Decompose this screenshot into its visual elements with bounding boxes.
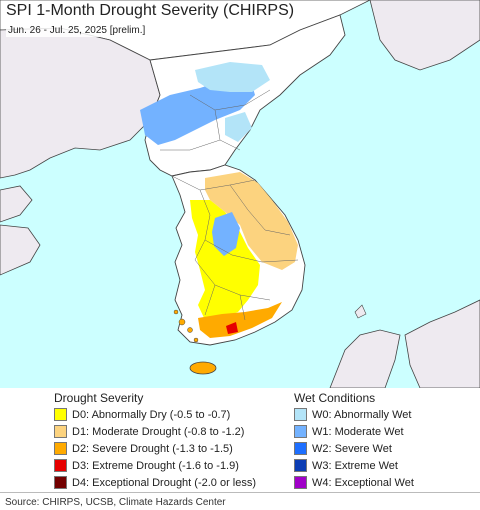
map-title: SPI 1-Month Drought Severity (CHIRPS) [6, 2, 295, 19]
legend-item-w4: W4: Exceptional Wet [294, 474, 414, 491]
jeju-island [189, 361, 217, 375]
legend-swatch-d3 [54, 459, 67, 472]
nk-wet-area-w0 [195, 62, 270, 92]
shandong-land [0, 224, 41, 276]
legend-label-d0: D0: Abnormally Dry (-0.5 to -0.7) [72, 408, 231, 421]
legend-item-d3: D3: Extreme Drought (-1.6 to -1.9) [54, 457, 256, 474]
southwest-islands [173, 309, 199, 343]
legend-swatch-d0 [54, 408, 67, 421]
sk-d0-area [190, 200, 260, 320]
province-borders [160, 89, 299, 321]
legend-swatch-w3 [294, 459, 307, 472]
wet-legend: Wet Conditions W0: Abnormally Wet W1: Mo… [294, 390, 414, 491]
drought-legend-heading: Drought Severity [54, 391, 144, 405]
legend-label-d4: D4: Exceptional Drought (-2.0 or less) [72, 476, 257, 489]
sk-d1-area [205, 172, 298, 270]
title-box: SPI 1-Month Drought Severity (CHIRPS) Ju… [0, 0, 300, 41]
legend-swatch-w2 [294, 442, 307, 455]
legend-item-d4: D4: Exceptional Drought (-2.0 or less) [54, 474, 256, 491]
wet-legend-heading: Wet Conditions [294, 391, 376, 405]
legend-swatch-w1 [294, 425, 307, 438]
sk-d2-south-coast [198, 302, 282, 338]
legend-item-w0: W0: Abnormally Wet [294, 406, 414, 423]
legend-label-w0: W0: Abnormally Wet [312, 408, 412, 421]
legend-item-d1: D1: Moderate Drought (-0.8 to -1.2) [54, 423, 256, 440]
japan-islands [354, 304, 367, 319]
legend-label-d2: D2: Severe Drought (-1.3 to -1.5) [72, 442, 233, 455]
japan-kyushu-land [329, 329, 401, 388]
liaodong-peninsula [0, 27, 161, 179]
legend-item-d0: D0: Abnormally Dry (-0.5 to -0.7) [54, 406, 256, 423]
legend-swatch-d4 [54, 476, 67, 489]
legend-label-w3: W3: Extreme Wet [312, 459, 398, 472]
legend-swatch-d2 [54, 442, 67, 455]
footer: Source: CHIRPS, UCSB, Climate Hazards Ce… [0, 492, 480, 510]
legend-swatch-d1 [54, 425, 67, 438]
legend-item-w3: W3: Extreme Wet [294, 457, 414, 474]
source-credit: Source: CHIRPS, UCSB, Climate Hazards Ce… [5, 497, 226, 508]
drought-map: SPI 1-Month Drought Severity (CHIRPS) Ju… [0, 0, 480, 388]
legend-label-w2: W2: Severe Wet [312, 442, 392, 455]
legend-item-w1: W1: Moderate Wet [294, 423, 414, 440]
legend-label-d3: D3: Extreme Drought (-1.6 to -1.9) [72, 459, 239, 472]
legend-swatch-w0 [294, 408, 307, 421]
nk-wet-area-w0-b [225, 112, 252, 142]
sk-wet-spot [212, 212, 240, 256]
china-west-coast [0, 185, 33, 223]
legend-label-w1: W1: Moderate Wet [312, 425, 404, 438]
legend-item-w2: W2: Severe Wet [294, 440, 414, 457]
legend: Drought Severity D0: Abnormally Dry (-0.… [0, 388, 480, 492]
japan-honshu-land [404, 299, 480, 388]
legend-label-d1: D1: Moderate Drought (-0.8 to -1.2) [72, 425, 245, 438]
nk-wet-area-w1 [140, 78, 255, 145]
map-subtitle: Jun. 26 - Jul. 25, 2025 [prelim.] [6, 25, 148, 37]
sk-d3-spot [226, 322, 238, 334]
legend-swatch-w4 [294, 476, 307, 489]
russia-northeast-land [369, 0, 480, 71]
map-canvas [0, 0, 480, 388]
legend-item-d2: D2: Severe Drought (-1.3 to -1.5) [54, 440, 256, 457]
legend-label-w4: W4: Exceptional Wet [312, 476, 414, 489]
drought-legend: Drought Severity D0: Abnormally Dry (-0.… [54, 390, 256, 491]
